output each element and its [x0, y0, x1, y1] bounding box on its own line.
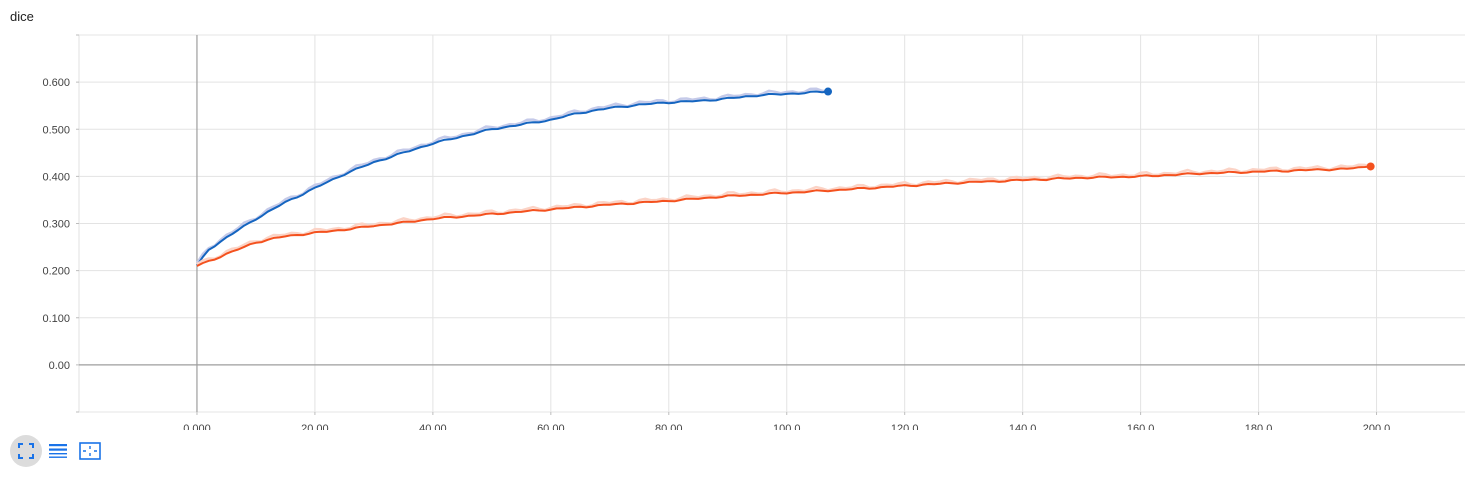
list-lines-icon: [49, 444, 67, 458]
series-1-smoothed-line: [196, 165, 1371, 267]
x-tick-label: 60.00: [537, 423, 565, 430]
x-tick-label: 140.0: [1009, 423, 1037, 430]
y-tick-label: 0.200: [42, 266, 70, 278]
y-tick-label: 0.00: [49, 360, 70, 372]
expand-fullscreen-icon: [18, 443, 34, 459]
x-tick-label: 20.00: [301, 423, 329, 430]
chart-title: dice: [10, 9, 34, 24]
x-tick-label: 40.00: [419, 423, 447, 430]
x-tick-label: 180.0: [1245, 423, 1273, 430]
expand-button[interactable]: [10, 435, 42, 467]
series-1-end-point: [1366, 162, 1375, 171]
series-0-end-point: [824, 87, 833, 96]
toggle-log-scale-button[interactable]: [42, 435, 74, 467]
series-1-raw-line: [196, 163, 1371, 266]
series-0-raw-line: [195, 87, 829, 264]
x-tick-label: 160.0: [1127, 423, 1155, 430]
x-tick-label: 80.00: [655, 423, 683, 430]
x-tick-label: 0.000: [183, 423, 211, 430]
fit-domain-button[interactable]: [74, 435, 106, 467]
series-0-smoothed-line: [196, 90, 829, 267]
y-tick-label: 0.300: [42, 219, 70, 231]
line-chart[interactable]: 0.000 20.00 40.00 60.00 80.00 100.0 120.0 140.0…: [0, 0, 1467, 430]
chart-toolbar: [10, 435, 106, 467]
x-tick-label: 120.0: [891, 423, 919, 430]
y-tick-label: 0.100: [42, 313, 70, 325]
x-tick-label: 200.0: [1363, 423, 1391, 430]
y-tick-label: 0.600: [42, 77, 70, 89]
x-tick-label: 100.0: [773, 423, 801, 430]
y-tick-label: 0.400: [42, 171, 70, 183]
fit-domain-icon: [79, 442, 101, 460]
y-tick-label: 0.500: [42, 124, 70, 136]
